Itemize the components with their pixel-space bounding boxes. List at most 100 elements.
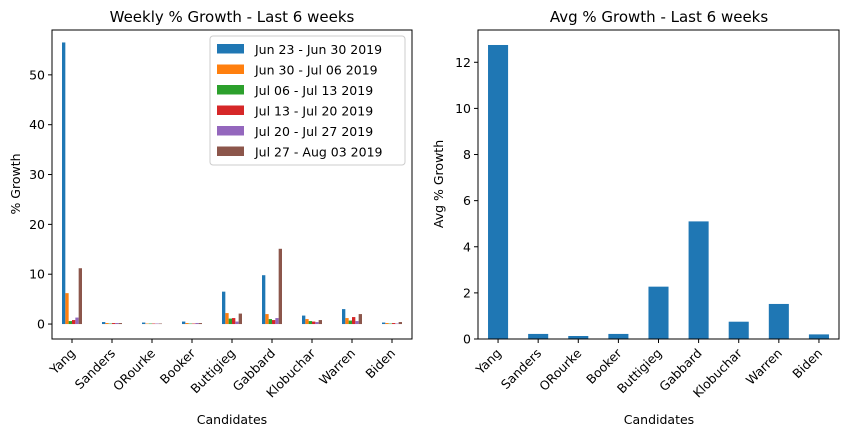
bar [182, 321, 186, 325]
bar [158, 323, 162, 325]
bar [302, 315, 306, 325]
y-tick-label: 4 [463, 239, 471, 254]
bar [228, 318, 232, 325]
bar [78, 268, 82, 325]
x-tick-label: Warren [316, 346, 358, 388]
bar [528, 333, 549, 339]
legend-label: Jul 27 - Aug 03 2019 [254, 145, 383, 160]
bar [348, 320, 352, 325]
bar [225, 313, 229, 325]
x-tick-label: Biden [362, 346, 398, 382]
x-tick-label: Yang [472, 346, 504, 378]
bars-group [62, 42, 402, 325]
bar [195, 323, 199, 325]
legend-label: Jul 06 - Jul 13 2019 [254, 83, 373, 98]
bar [72, 320, 76, 325]
x-axis-label: Candidates [197, 412, 267, 427]
bar [188, 323, 192, 325]
bar [358, 314, 362, 325]
bar [385, 323, 389, 325]
bar [238, 313, 242, 325]
bar [152, 323, 156, 325]
bar [398, 322, 402, 325]
x-tick-label: ORourke [110, 345, 158, 393]
bar [278, 248, 282, 325]
legend-label: Jun 23 - Jun 30 2019 [254, 42, 382, 57]
y-axis-ticks: 0 10 20 30 40 50 [29, 67, 52, 332]
bar [608, 333, 629, 339]
bar [105, 323, 109, 325]
bar [192, 323, 196, 325]
bar [142, 322, 146, 325]
bar [392, 323, 396, 325]
y-axis-label: % Growth [8, 153, 23, 214]
bar [268, 319, 272, 325]
legend-swatch [217, 64, 244, 74]
bar [305, 319, 309, 325]
bar [345, 318, 349, 325]
x-axis-ticks: YangSandersORourkeBookerButtigiegGabbard… [46, 339, 398, 401]
y-tick-label: 50 [29, 67, 45, 82]
bar [808, 334, 829, 339]
x-axis-ticks: YangSandersORourkeBookerButtigiegGabbard… [472, 339, 825, 401]
bar [112, 323, 116, 325]
bar [108, 323, 112, 325]
bar [648, 286, 669, 339]
y-tick-label: 6 [463, 193, 471, 208]
y-tick-label: 10 [29, 267, 45, 282]
legend: Jun 23 - Jun 30 2019 Jun 30 - Jul 06 2019… [209, 35, 406, 166]
bar [342, 309, 346, 325]
bar [318, 320, 322, 325]
bar [315, 322, 319, 325]
bar [382, 322, 386, 325]
bar [272, 320, 276, 325]
avg-growth-chart: Avg % Growth - Last 6 weeks 0 2 4 6 8 10 12 Ya… [431, 8, 840, 427]
y-tick-label: 2 [463, 285, 471, 300]
bar [232, 318, 236, 325]
bar [118, 323, 122, 325]
bar [275, 318, 279, 325]
bar [185, 323, 189, 325]
x-tick-label: Yang [46, 346, 78, 378]
x-tick-label: Warren [743, 346, 785, 388]
legend-label: Jun 30 - Jul 06 2019 [254, 63, 378, 78]
legend-swatch [217, 85, 244, 95]
chart-title: Avg % Growth - Last 6 weeks [550, 8, 769, 26]
weekly-growth-chart: Weekly % Growth - Last 6 weeks 0 10 20 30 40… [8, 8, 413, 427]
legend-label: Jul 20 - Jul 27 2019 [254, 124, 373, 139]
x-axis-label: Candidates [624, 412, 694, 427]
bar [262, 275, 266, 325]
y-tick-label: 12 [455, 55, 471, 70]
chart-title: Weekly % Growth - Last 6 weeks [110, 8, 355, 26]
bar [75, 317, 79, 325]
legend-swatch [217, 146, 244, 156]
y-tick-label: 30 [29, 167, 45, 182]
bar [388, 323, 392, 325]
bar [222, 291, 226, 325]
legend-swatch [217, 105, 244, 115]
y-tick-label: 40 [29, 117, 45, 132]
bar [395, 323, 399, 325]
bar [148, 323, 152, 325]
y-tick-label: 20 [29, 217, 45, 232]
bar [355, 321, 359, 325]
bar [488, 44, 509, 340]
bar [62, 42, 66, 325]
bar [728, 321, 749, 339]
legend-label: Jul 13 - Jul 20 2019 [254, 104, 373, 119]
bar [65, 293, 69, 325]
x-tick-label: ORourke [536, 345, 584, 393]
bar [312, 321, 316, 325]
bar [235, 321, 239, 325]
bar [145, 323, 149, 325]
bar [68, 321, 72, 325]
legend-swatch [217, 44, 244, 54]
legend-frame [209, 35, 406, 166]
bar [352, 317, 356, 325]
y-tick-label: 0 [463, 332, 471, 347]
y-axis-label: Avg % Growth [431, 140, 446, 228]
bar [115, 323, 119, 325]
y-tick-label: 8 [463, 147, 471, 162]
bar [102, 322, 106, 325]
